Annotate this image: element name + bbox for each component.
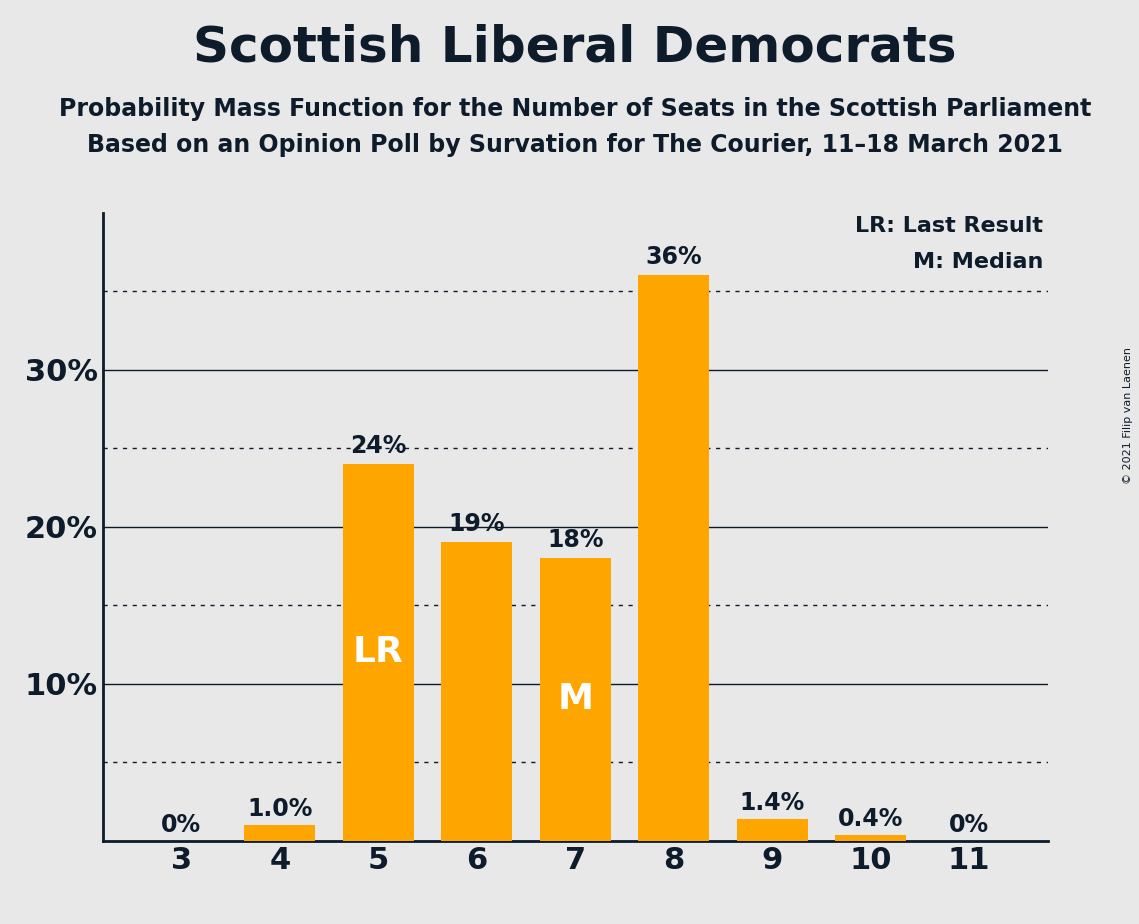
Text: 0%: 0%: [162, 813, 202, 837]
Text: M: M: [557, 683, 593, 716]
Text: Scottish Liberal Democrats: Scottish Liberal Democrats: [194, 23, 957, 71]
Bar: [441, 542, 513, 841]
Text: LR: Last Result: LR: Last Result: [855, 215, 1043, 236]
Text: Based on an Opinion Poll by Survation for The Courier, 11–18 March 2021: Based on an Opinion Poll by Survation fo…: [88, 133, 1063, 157]
Text: M: Median: M: Median: [912, 251, 1043, 272]
Bar: [245, 825, 316, 841]
Bar: [835, 834, 907, 841]
Text: © 2021 Filip van Laenen: © 2021 Filip van Laenen: [1123, 347, 1133, 484]
Text: 1.4%: 1.4%: [739, 791, 805, 815]
Text: 19%: 19%: [449, 512, 505, 536]
Text: 18%: 18%: [547, 528, 604, 552]
Bar: [638, 275, 710, 841]
Text: 24%: 24%: [350, 433, 407, 457]
Text: Probability Mass Function for the Number of Seats in the Scottish Parliament: Probability Mass Function for the Number…: [59, 97, 1091, 121]
Text: 0.4%: 0.4%: [838, 807, 903, 831]
Bar: [343, 464, 413, 841]
Bar: [737, 819, 808, 841]
Text: 36%: 36%: [646, 245, 702, 269]
Bar: [540, 558, 611, 841]
Text: 1.0%: 1.0%: [247, 797, 312, 821]
Text: 0%: 0%: [949, 813, 989, 837]
Text: LR: LR: [353, 636, 403, 669]
